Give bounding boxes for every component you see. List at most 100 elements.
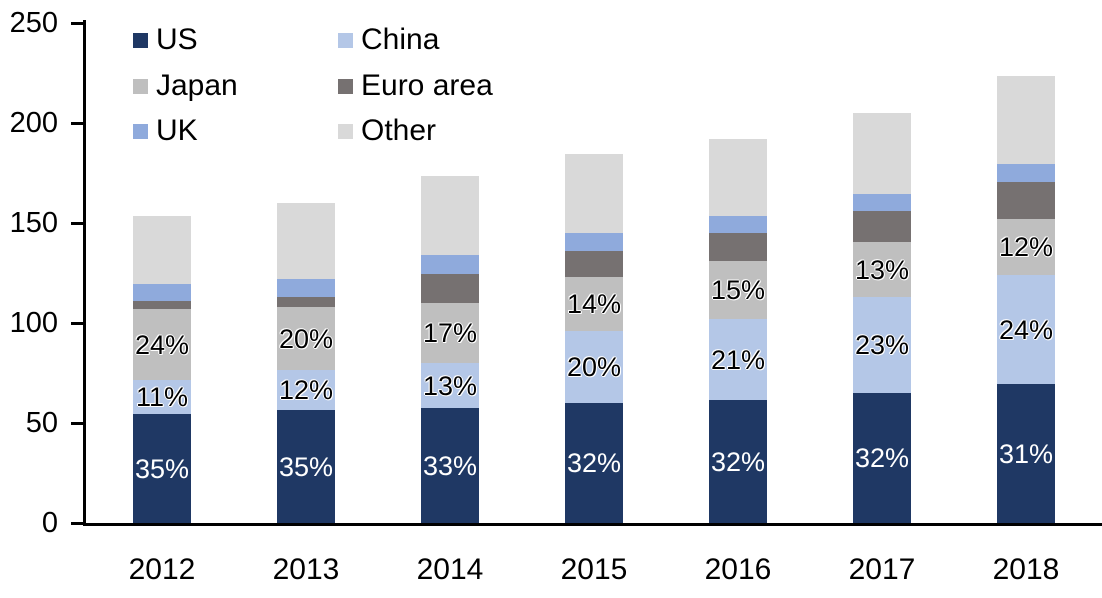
bar-2012-segment-uk	[133, 284, 191, 301]
legend-item-other: Other	[338, 115, 436, 147]
legend-swatch-japan	[133, 78, 148, 94]
legend-item-japan: Japan	[133, 70, 238, 102]
legend-item-euro-area: Euro area	[338, 70, 493, 102]
bar-2012-segment-china	[133, 380, 191, 414]
bar-2014-segment-japan	[421, 303, 479, 363]
x-axis-line	[83, 523, 1102, 526]
bar-2017-segment-euro-area	[853, 211, 911, 242]
legend-swatch-china	[338, 32, 353, 48]
bar-2018-segment-uk	[997, 164, 1055, 182]
legend-item-china: China	[338, 24, 439, 56]
bar-2015-segment-euro-area	[565, 251, 623, 277]
legend-label-us: US	[156, 23, 198, 56]
y-axis-tick-label-100: 100	[9, 307, 58, 339]
pct-label-us-2017: 32%	[854, 443, 910, 473]
y-axis-tick-50	[71, 422, 84, 425]
bar-2017-segment-uk	[853, 194, 911, 211]
bar-2013-segment-uk	[277, 279, 335, 297]
bar-2012-segment-other	[133, 216, 191, 284]
pct-label-us-2016: 32%	[710, 446, 766, 477]
bar-2012-segment-euro-area	[133, 301, 191, 309]
bar-2017-segment-china	[853, 297, 911, 393]
bar-2017-segment-us	[853, 393, 911, 523]
pct-label-china-2017: 23%	[854, 330, 910, 360]
legend-label-other: Other	[361, 114, 437, 147]
bar-2014-segment-euro-area	[421, 274, 479, 303]
bar-2018-segment-china	[997, 275, 1055, 384]
pct-label-japan-2012: 24%	[134, 329, 190, 360]
legend-label-japan: Japan	[156, 69, 238, 102]
bar-2013-segment-japan	[277, 307, 335, 370]
x-axis-label-2014: 2014	[416, 553, 484, 586]
pct-label-japan-2014: 17%	[422, 318, 478, 348]
bar-2018-segment-other	[997, 76, 1055, 164]
y-axis-tick-150	[71, 222, 84, 225]
bar-2013-segment-us	[277, 410, 335, 523]
bar-2012-segment-japan	[133, 309, 191, 380]
bar-2016-segment-uk	[709, 216, 767, 233]
pct-label-china-2013: 12%	[278, 375, 334, 405]
bar-2015-segment-uk	[565, 233, 623, 251]
bar-2016-segment-us	[709, 400, 767, 523]
pct-label-japan-2017: 13%	[854, 254, 910, 285]
legend-swatch-uk	[133, 123, 148, 139]
bar-2016-segment-japan	[709, 261, 767, 319]
legend-swatch-other	[338, 123, 353, 139]
bar-2013-segment-other	[277, 203, 335, 279]
pct-label-japan-2013: 20%	[278, 323, 334, 354]
pct-label-us-2015: 32%	[566, 448, 622, 478]
x-axis-label-2015: 2015	[560, 553, 628, 586]
legend-label-uk: UK	[156, 114, 198, 147]
y-axis-tick-250	[71, 22, 84, 25]
y-axis-tick-label-200: 200	[9, 107, 58, 139]
bar-2013-segment-euro-area	[277, 297, 335, 307]
x-axis-label-2017: 2017	[848, 553, 916, 586]
pct-label-japan-2016: 15%	[710, 275, 766, 305]
legend-item-us: US	[133, 24, 198, 56]
bar-2014-segment-other	[421, 176, 479, 255]
y-axis-tick-label-50: 50	[25, 407, 58, 439]
bar-2016-segment-euro-area	[709, 233, 767, 261]
bar-2015-segment-other	[565, 154, 623, 233]
legend-item-uk: UK	[133, 115, 198, 147]
pct-label-china-2016: 21%	[710, 344, 766, 375]
bar-2015-segment-us	[565, 403, 623, 523]
pct-label-us-2018: 31%	[998, 438, 1054, 469]
y-axis-tick-label-150: 150	[9, 207, 58, 239]
y-axis-line	[83, 20, 86, 526]
pct-label-japan-2015: 14%	[566, 289, 622, 319]
bar-2014-segment-uk	[421, 255, 479, 274]
bar-2017-segment-other	[853, 113, 911, 194]
y-axis-tick-label-0: 0	[41, 507, 58, 539]
pct-label-us-2014: 33%	[422, 450, 478, 481]
legend-swatch-euro-area	[338, 78, 353, 94]
bar-2015-segment-japan	[565, 277, 623, 331]
bar-2014-segment-us	[421, 408, 479, 523]
legend-label-china: China	[361, 23, 440, 56]
legend-swatch-us	[133, 32, 148, 48]
pct-label-us-2013: 35%	[278, 451, 334, 482]
x-axis-label-2012: 2012	[128, 553, 196, 586]
bar-2015-segment-china	[565, 331, 623, 403]
x-axis-label-2013: 2013	[272, 553, 340, 586]
bar-2013-segment-china	[277, 370, 335, 410]
x-axis-label-2016: 2016	[704, 553, 772, 586]
pct-label-china-2014: 13%	[422, 370, 478, 401]
pct-label-china-2018: 24%	[998, 314, 1054, 345]
bar-2018-segment-euro-area	[997, 182, 1055, 219]
y-axis-tick-label-250: 250	[9, 7, 58, 39]
bar-2012-segment-us	[133, 414, 191, 523]
y-axis-tick-0	[71, 522, 84, 525]
bar-2018-segment-japan	[997, 219, 1055, 275]
legend-label-euro-area: Euro area	[361, 69, 493, 102]
pct-label-china-2015: 20%	[566, 352, 622, 382]
bar-2018-segment-us	[997, 384, 1055, 523]
bar-2014-segment-china	[421, 363, 479, 408]
bar-2017-segment-japan	[853, 242, 911, 297]
bar-2016-segment-other	[709, 139, 767, 216]
pct-label-japan-2018: 12%	[998, 232, 1054, 262]
x-axis-label-2018: 2018	[992, 553, 1060, 586]
y-axis-tick-100	[71, 322, 84, 325]
pct-label-china-2012: 11%	[135, 382, 189, 412]
